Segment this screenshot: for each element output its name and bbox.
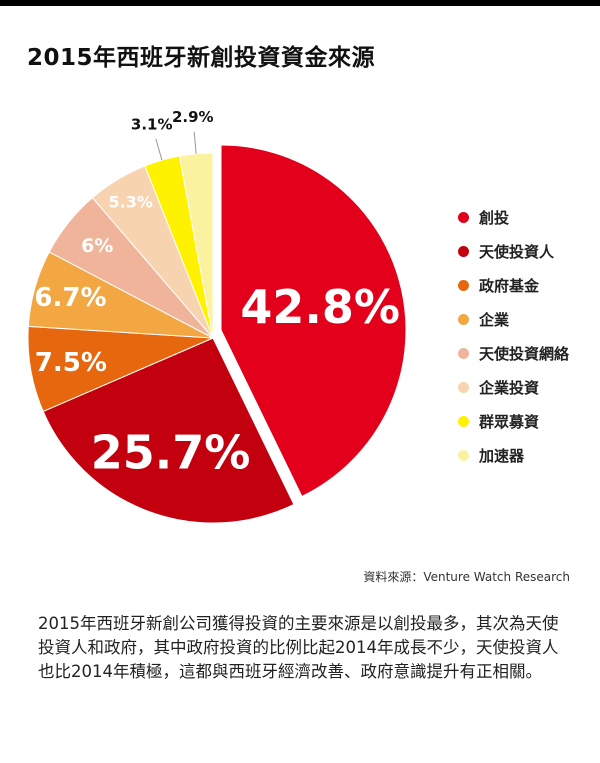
legend-label: 天使投資網絡 [479,344,570,363]
legend-dot-icon [458,415,469,427]
legend-item-2: 天使投資人 [458,234,569,268]
legend-dot-icon [458,313,469,325]
legend-label: 加速器 [479,446,525,465]
legend-label: 群眾募資 [479,412,540,431]
legend-item-6: 企業投資 [458,370,569,404]
legend-item-8: 加速器 [458,438,569,472]
pie-slice-1 [220,144,407,498]
pie-slice-label-1: 42.8% [240,280,400,334]
pie-leader-line-8 [193,131,197,154]
legend-dot-icon [458,347,469,359]
legend-label: 政府基金 [479,276,540,295]
description-text: 2015年西班牙新創公司獲得投資的主要來源是以創投最多，其次為天使投資人和政府，… [38,614,559,681]
pie-slice-2 [42,337,295,524]
legend-item-1: 創投 [458,200,569,234]
legend-dot-icon [458,279,469,291]
pie-slice-label-4: 6.7% [34,283,106,313]
legend: 創投天使投資人政府基金企業天使投資網絡 企業投資群眾募資加速器 [458,200,569,472]
legend-label: 企業 [479,310,510,329]
pie-slice-label-7: 3.1% [131,116,173,134]
pie-chart: 42.8% 25.7% 7.5% 6.7% 6% 5.3% 3.1% 2.9% [27,108,407,524]
legend-dot-icon [458,211,469,223]
legend-item-4: 企業 [458,302,569,336]
pie-slice-label-2: 25.7% [91,425,251,479]
legend-item-7: 群眾募資 [458,404,569,438]
pie-slice-label-6: 5.3% [109,192,153,211]
pie-leader-line-7 [155,138,163,161]
top-bar [0,0,600,6]
legend-label: 創投 [479,208,510,227]
legend-dot-icon [458,245,469,257]
legend-dot-icon [458,449,469,461]
source-note: 資料來源：Venture Watch Research [363,570,570,584]
chart-title: 2015年西班牙新創投資資金來源 [27,45,376,71]
legend-label: 企業投資 [479,378,540,397]
pie-slice-label-8: 2.9% [172,108,214,126]
legend-item-3: 政府基金 [458,268,569,302]
pie-slice-label-3: 7.5% [35,348,107,378]
legend-dot-icon [458,381,469,393]
pie-slice-label-5: 6% [81,235,113,257]
legend-item-5: 天使投資網絡 [458,336,569,370]
legend-label: 天使投資人 [479,242,555,261]
